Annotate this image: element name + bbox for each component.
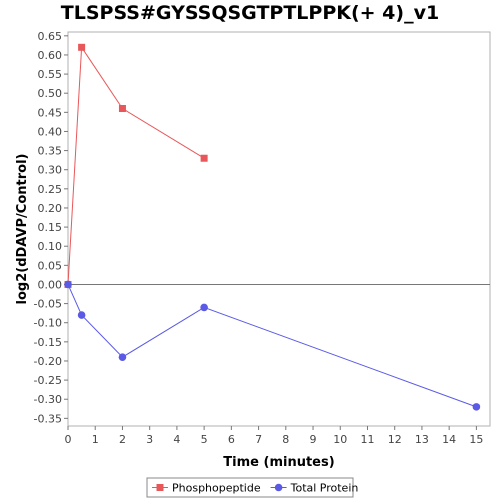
y-tick-label: 0.30	[38, 164, 63, 177]
legend-marker-total-protein	[274, 483, 283, 492]
y-tick-label: -0.35	[34, 412, 62, 425]
legend-label-phosphopeptide: Phosphopeptide	[172, 482, 261, 495]
data-point-total-protein	[77, 311, 86, 319]
data-point-total-protein	[118, 353, 127, 361]
y-tick-label: -0.10	[34, 317, 62, 330]
x-tick-label: 3	[146, 433, 153, 446]
x-tick-label: 5	[201, 433, 208, 446]
x-tick-label: 13	[415, 433, 429, 446]
y-tick-label: 0.35	[38, 145, 63, 158]
y-tick-label: 0.25	[38, 183, 63, 196]
y-axis-title: log2(dDAVP/Control)	[15, 154, 30, 305]
y-tick-label: 0.60	[38, 49, 63, 62]
y-tick-label: -0.20	[34, 355, 62, 368]
x-tick-label: 7	[255, 433, 262, 446]
data-point-phosphopeptide	[118, 105, 126, 113]
x-tick-label: 14	[442, 433, 456, 446]
x-tick-label: 11	[360, 433, 374, 446]
y-tick-label: 0.15	[38, 221, 63, 234]
data-point-phosphopeptide	[78, 43, 86, 51]
x-tick-label: 12	[388, 433, 402, 446]
data-point-phosphopeptide	[200, 154, 208, 162]
x-tick-label: 10	[333, 433, 347, 446]
data-point-total-protein	[472, 403, 481, 411]
y-tick-label: -0.25	[34, 374, 62, 387]
chart-title: TLSPSS#GYSSQSGTPTLPPK(+ 4)_v1	[60, 2, 440, 24]
x-tick-label: 15	[469, 433, 483, 446]
x-tick-label: 4	[173, 433, 180, 446]
x-axis-title: Time (minutes)	[223, 455, 334, 470]
x-tick-label: 6	[228, 433, 235, 446]
legend-marker-phosphopeptide	[156, 484, 164, 491]
y-tick-label: 0.50	[38, 87, 63, 100]
data-point-total-protein	[200, 303, 208, 312]
y-tick-label: 0.20	[38, 202, 63, 215]
x-tick-label: 9	[310, 433, 317, 446]
y-tick-label: -0.30	[34, 393, 62, 406]
plot-area	[67, 31, 491, 427]
y-tick-label: 0.05	[38, 259, 63, 272]
series-line-phosphopeptide	[67, 45, 205, 285]
x-tick-label: 2	[119, 433, 126, 446]
x-tick-label: 1	[92, 433, 99, 446]
y-tick-label: 0.00	[38, 278, 63, 291]
y-tick-label: 0.10	[38, 240, 63, 253]
x-tick-label: 8	[282, 433, 289, 446]
legend-box	[146, 477, 354, 498]
y-tick-label: 0.65	[38, 30, 63, 43]
y-tick-label: 0.55	[38, 68, 63, 81]
x-tick-label: 0	[65, 433, 72, 446]
y-tick-label: 0.40	[38, 125, 63, 138]
legend-label-total-protein: Total Protein	[290, 482, 359, 495]
y-tick-label: -0.05	[34, 298, 62, 311]
y-tick-label: 0.45	[38, 106, 63, 119]
y-tick-label: -0.15	[34, 336, 62, 349]
data-point-total-protein	[64, 280, 72, 289]
